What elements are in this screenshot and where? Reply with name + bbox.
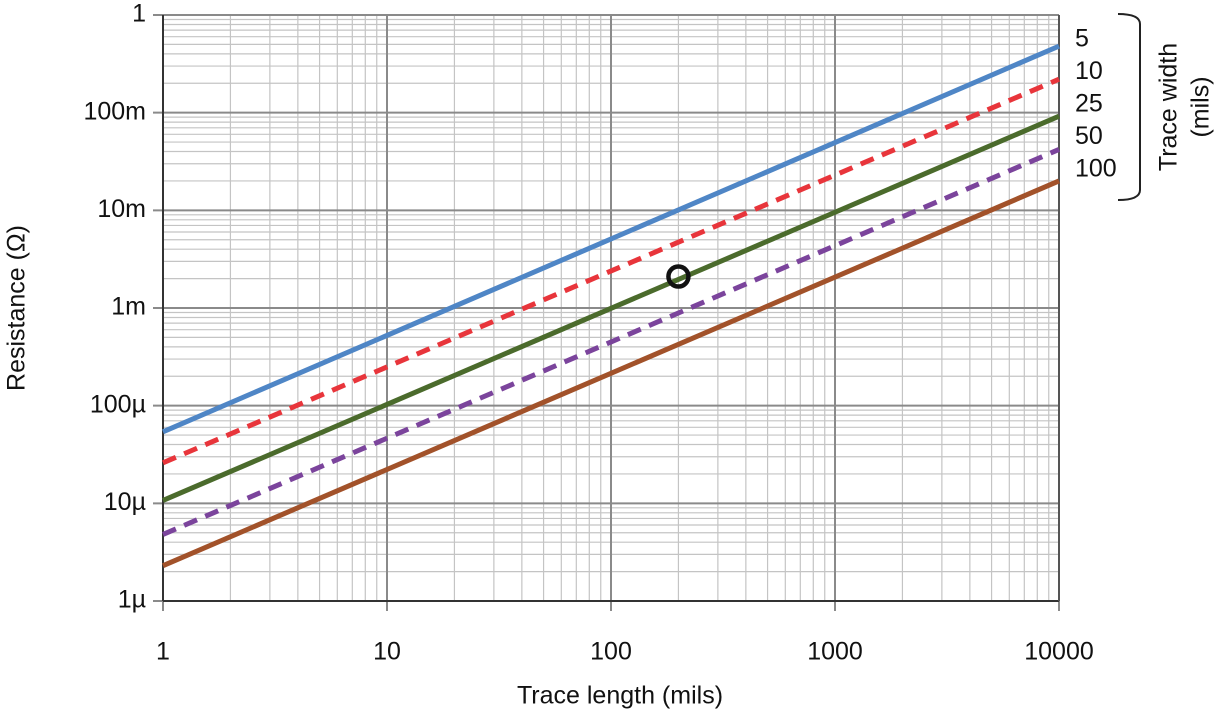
y-tick-label: 1µ bbox=[118, 586, 146, 614]
legend-label: 100 bbox=[1075, 155, 1117, 183]
y-tick-label: 1m bbox=[111, 293, 146, 321]
series-line bbox=[162, 178, 1060, 568]
x-tick-label: 1000 bbox=[807, 638, 863, 666]
x-tick-label: 100 bbox=[590, 638, 632, 666]
series-line bbox=[162, 113, 1060, 503]
x-tick-label: 1 bbox=[156, 638, 170, 666]
legend-title: Trace width bbox=[1155, 43, 1183, 171]
x-tick-label: 10 bbox=[373, 638, 401, 666]
legend-label: 50 bbox=[1075, 122, 1103, 150]
legend-title: (mils) bbox=[1187, 76, 1215, 137]
y-axis-label: Resistance (Ω) bbox=[3, 225, 31, 391]
y-tick-label: 100µ bbox=[90, 390, 146, 418]
legend-label: 10 bbox=[1075, 57, 1103, 85]
x-tick-label: 10000 bbox=[1024, 638, 1094, 666]
legend-label: 25 bbox=[1075, 90, 1103, 118]
y-tick-label: 10m bbox=[97, 195, 146, 223]
legend-bracket bbox=[1117, 13, 1141, 201]
series-line bbox=[162, 76, 1060, 466]
legend-label: 5 bbox=[1075, 25, 1089, 53]
y-tick-label: 1 bbox=[132, 0, 146, 28]
highlight-marker bbox=[666, 264, 691, 289]
y-tick-label: 10µ bbox=[104, 488, 146, 516]
series-line bbox=[162, 43, 1060, 435]
series-line bbox=[162, 147, 1060, 537]
y-tick-label: 100m bbox=[83, 97, 146, 125]
x-axis-label: Trace length (mils) bbox=[517, 682, 723, 710]
